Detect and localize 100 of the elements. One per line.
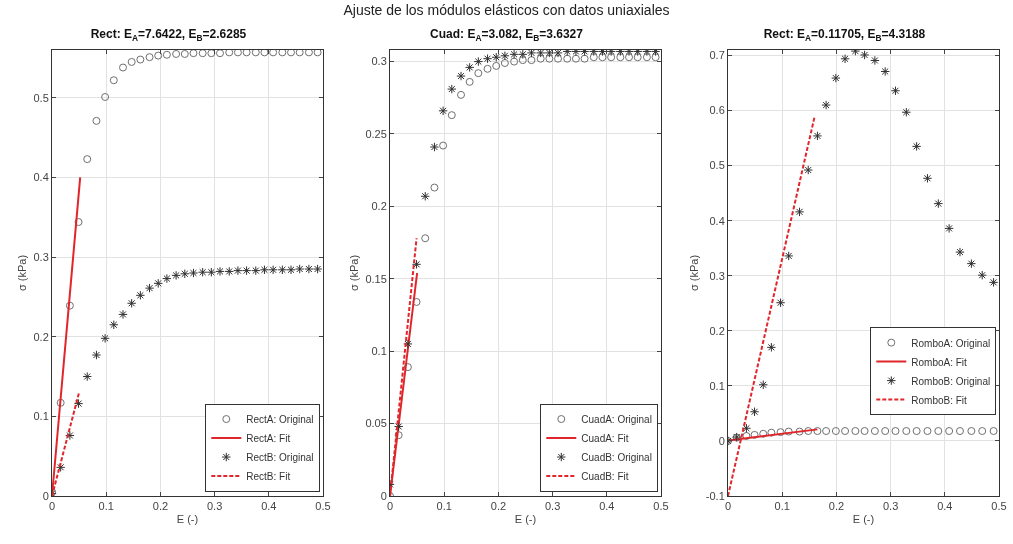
point [197, 267, 208, 277]
point [500, 59, 509, 68]
point [598, 53, 607, 62]
point [580, 54, 589, 63]
point [233, 50, 242, 57]
point [411, 259, 422, 270]
point [171, 270, 181, 281]
point [73, 398, 84, 409]
point [766, 342, 777, 353]
point [859, 50, 870, 60]
point [447, 111, 456, 120]
point [784, 427, 793, 436]
point [127, 57, 136, 66]
point [153, 278, 163, 289]
x-tick-label: 0.2 [152, 500, 169, 513]
x-tick-label: 0.2 [828, 500, 845, 513]
point [902, 427, 911, 436]
point [119, 63, 127, 72]
point [154, 51, 163, 60]
point [313, 50, 322, 57]
y-tick-label: 0.7 [709, 49, 725, 62]
point [304, 50, 313, 57]
point [813, 427, 822, 436]
point [162, 50, 171, 59]
point [55, 462, 66, 473]
point [794, 207, 805, 217]
point [412, 297, 421, 306]
point [880, 66, 890, 77]
point [216, 50, 225, 58]
point [510, 57, 519, 66]
point [860, 427, 869, 436]
point [206, 267, 217, 277]
legend-label: RectB: Fit [246, 470, 291, 482]
y-tick-label: 0.1 [33, 410, 49, 423]
y-axis-title: σ (kPa) [688, 254, 701, 292]
point [545, 54, 554, 63]
point [933, 198, 943, 209]
point [188, 268, 199, 278]
legend-label: RomboB: Fit [911, 394, 968, 406]
point [65, 301, 74, 310]
point [439, 141, 448, 150]
chart-title: Rect: E$_{A}$=7.6422, E$_{B}$=2.6285 [90, 27, 247, 43]
point [180, 50, 189, 58]
point [989, 427, 998, 436]
point [483, 64, 492, 73]
point [749, 407, 760, 417]
point [438, 106, 448, 116]
y-tick-label: 0.05 [365, 417, 387, 430]
y-tick-label: 0.25 [365, 127, 387, 140]
point [758, 380, 768, 390]
point [492, 61, 501, 70]
point [65, 430, 75, 441]
point [606, 50, 616, 57]
y-tick-label: 0.3 [371, 55, 387, 68]
point [500, 51, 510, 61]
point [144, 283, 155, 293]
point [563, 54, 572, 63]
y-tick-label: 0.5 [709, 159, 725, 172]
point [430, 183, 439, 192]
y-tick-label: 0.4 [709, 214, 725, 227]
legend-label: RomboA: Original [911, 337, 991, 349]
point [420, 191, 430, 201]
x-tick-label: 0.5 [315, 500, 331, 513]
point [553, 50, 563, 58]
point [286, 265, 296, 275]
point [136, 55, 145, 64]
point [977, 270, 987, 280]
point [967, 427, 976, 436]
point [287, 50, 296, 57]
point [518, 50, 528, 60]
point [482, 53, 493, 64]
point [509, 50, 519, 60]
point [651, 53, 660, 62]
point [295, 50, 304, 57]
point [268, 265, 278, 275]
point [526, 50, 537, 58]
point [742, 431, 751, 440]
point [207, 50, 216, 58]
point [241, 265, 252, 276]
point [251, 50, 260, 57]
x-tick-label: 0.5 [991, 500, 1007, 513]
y-tick-label: 0.1 [371, 345, 387, 358]
point [473, 56, 484, 67]
point [74, 218, 83, 227]
x-tick-label: 0.1 [436, 500, 452, 513]
point [795, 427, 804, 436]
point [456, 71, 466, 81]
point [91, 350, 102, 360]
point [100, 333, 110, 344]
x-tick-label: 0.3 [882, 500, 899, 513]
point [135, 290, 146, 300]
point [955, 247, 965, 257]
point [56, 398, 65, 407]
x-axis-title: E (-) [176, 513, 199, 526]
point [233, 265, 243, 276]
point [536, 54, 545, 63]
point [922, 173, 933, 183]
point [421, 234, 430, 243]
point [978, 427, 987, 436]
point [607, 53, 616, 62]
